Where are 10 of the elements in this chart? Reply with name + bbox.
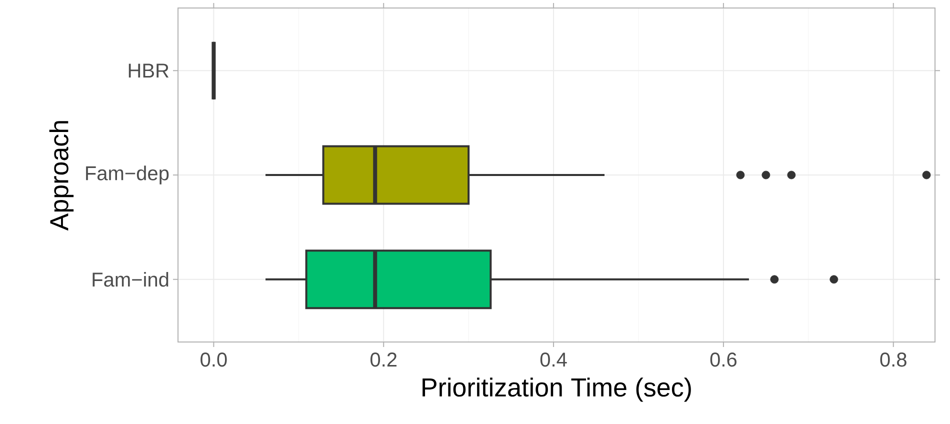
y-tick-label: Fam−ind: [92, 272, 168, 287]
y-tick-label: Fam−dep: [86, 166, 169, 184]
x-tick-label: 0.8: [880, 352, 906, 367]
x-tick-label: 0.0: [200, 352, 227, 367]
x-tick-label: 0.2: [370, 352, 397, 367]
x-tick-label: 0.4: [540, 352, 567, 367]
x-tick-label: 0.6: [710, 352, 736, 367]
y-tick-label: HBR: [128, 64, 169, 78]
x-axis-title: Prioritization Time (sec): [422, 378, 691, 402]
y-axis-title: Approach: [49, 121, 74, 231]
